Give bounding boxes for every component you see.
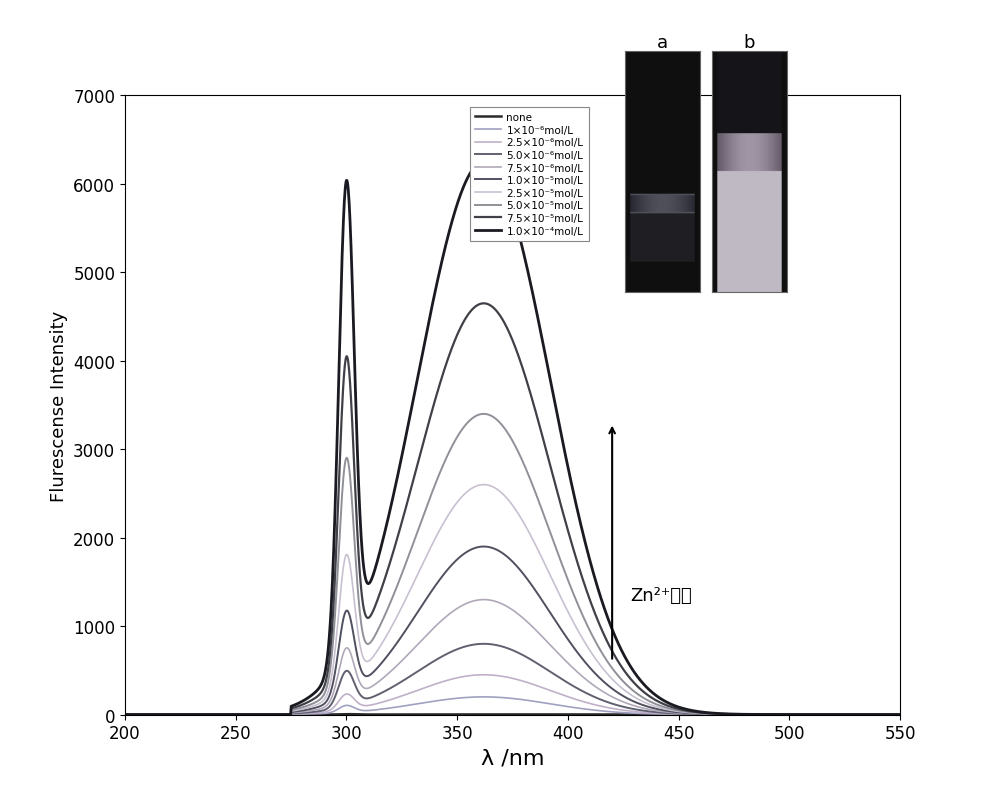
1.0×10⁻⁵mol/L — [550, 618, 562, 627]
Y-axis label: Flurescense Intensity: Flurescense Intensity — [50, 310, 68, 501]
7.5×10⁻⁶mol/L — [119, 710, 131, 719]
Legend: none, 1×10⁻⁶mol/L, 2.5×10⁻⁶mol/L, 5.0×10⁻⁶mol/L, 7.5×10⁻⁶mol/L, 1.0×10⁻⁵mol/L, 2: none, 1×10⁻⁶mol/L, 2.5×10⁻⁶mol/L, 5.0×10… — [470, 108, 589, 242]
none — [979, 710, 991, 719]
1.0×10⁻⁵mol/L — [478, 542, 490, 552]
2.5×10⁻⁵mol/L — [979, 710, 991, 719]
Line: 2.5×10⁻⁶mol/L: 2.5×10⁻⁶mol/L — [125, 675, 1000, 715]
5.0×10⁻⁵mol/L — [119, 710, 131, 719]
2.5×10⁻⁵mol/L — [817, 710, 829, 719]
2.5×10⁻⁵mol/L — [979, 710, 991, 719]
5.0×10⁻⁵mol/L — [527, 481, 539, 491]
1×10⁻⁶mol/L — [478, 692, 490, 702]
Line: 1.0×10⁻⁵mol/L: 1.0×10⁻⁵mol/L — [125, 547, 1000, 715]
none — [817, 710, 829, 719]
1.0×10⁻⁴mol/L — [979, 710, 991, 719]
1.0×10⁻⁵mol/L — [527, 582, 539, 592]
1.0×10⁻⁵mol/L — [164, 710, 176, 719]
2.5×10⁻⁵mol/L — [527, 535, 539, 544]
none — [979, 710, 991, 719]
7.5×10⁻⁵mol/L — [979, 710, 991, 719]
2.5×10⁻⁶mol/L — [119, 710, 131, 719]
5.0×10⁻⁵mol/L — [478, 410, 490, 419]
1×10⁻⁶mol/L — [119, 710, 131, 719]
1.0×10⁻⁴mol/L — [817, 710, 829, 719]
5.0×10⁻⁶mol/L — [550, 671, 562, 680]
2.5×10⁻⁵mol/L — [478, 480, 490, 490]
7.5×10⁻⁵mol/L — [979, 710, 991, 719]
2.5×10⁻⁵mol/L — [550, 583, 562, 593]
7.5×10⁻⁶mol/L — [164, 710, 176, 719]
7.5×10⁻⁵mol/L — [478, 300, 490, 309]
1.0×10⁻⁵mol/L — [119, 710, 131, 719]
2.5×10⁻⁶mol/L — [979, 710, 991, 719]
Line: 7.5×10⁻⁵mol/L: 7.5×10⁻⁵mol/L — [125, 304, 1000, 715]
Line: 5.0×10⁻⁵mol/L: 5.0×10⁻⁵mol/L — [125, 414, 1000, 715]
5.0×10⁻⁵mol/L — [817, 710, 829, 719]
5.0×10⁻⁶mol/L — [119, 710, 131, 719]
1.0×10⁻⁵mol/L — [979, 710, 991, 719]
5.0×10⁻⁶mol/L — [979, 710, 991, 719]
Text: Zn²⁺浓度: Zn²⁺浓度 — [630, 586, 692, 604]
7.5×10⁻⁵mol/L — [164, 710, 176, 719]
1.0×10⁻⁴mol/L — [119, 710, 131, 719]
7.5×10⁻⁶mol/L — [527, 622, 539, 632]
1×10⁻⁶mol/L — [979, 710, 991, 719]
Line: 2.5×10⁻⁵mol/L: 2.5×10⁻⁵mol/L — [125, 485, 1000, 715]
Line: 7.5×10⁻⁶mol/L: 7.5×10⁻⁶mol/L — [125, 600, 1000, 715]
7.5×10⁻⁶mol/L — [550, 646, 562, 656]
5.0×10⁻⁵mol/L — [550, 544, 562, 553]
1.0×10⁻⁴mol/L — [979, 710, 991, 719]
7.5×10⁻⁶mol/L — [478, 595, 490, 605]
none — [550, 710, 562, 719]
7.5×10⁻⁶mol/L — [817, 710, 829, 719]
7.5×10⁻⁵mol/L — [817, 710, 829, 719]
2.5×10⁻⁵mol/L — [164, 710, 176, 719]
7.5×10⁻⁶mol/L — [979, 710, 991, 719]
1.0×10⁻⁴mol/L — [550, 405, 562, 414]
Title: b: b — [744, 34, 755, 52]
5.0×10⁻⁵mol/L — [979, 710, 991, 719]
5.0×10⁻⁶mol/L — [817, 710, 829, 719]
1.0×10⁻⁵mol/L — [979, 710, 991, 719]
1.0×10⁻⁴mol/L — [527, 289, 539, 299]
7.5×10⁻⁵mol/L — [119, 710, 131, 719]
1×10⁻⁶mol/L — [527, 696, 539, 706]
1.0×10⁻⁴mol/L — [164, 710, 176, 719]
1×10⁻⁶mol/L — [164, 710, 176, 719]
X-axis label: λ /nm: λ /nm — [481, 748, 544, 768]
none — [164, 710, 176, 719]
2.5×10⁻⁶mol/L — [527, 679, 539, 689]
1×10⁻⁶mol/L — [550, 700, 562, 710]
5.0×10⁻⁶mol/L — [478, 639, 490, 649]
1.0×10⁻⁴mol/L — [478, 158, 490, 168]
1×10⁻⁶mol/L — [817, 710, 829, 719]
none — [341, 709, 353, 719]
1×10⁻⁶mol/L — [979, 710, 991, 719]
1.0×10⁻⁵mol/L — [817, 710, 829, 719]
2.5×10⁻⁶mol/L — [478, 671, 490, 680]
2.5×10⁻⁶mol/L — [550, 688, 562, 698]
7.5×10⁻⁶mol/L — [979, 710, 991, 719]
2.5×10⁻⁶mol/L — [817, 710, 829, 719]
5.0×10⁻⁵mol/L — [164, 710, 176, 719]
7.5×10⁻⁵mol/L — [527, 397, 539, 406]
5.0×10⁻⁵mol/L — [979, 710, 991, 719]
none — [527, 710, 539, 719]
7.5×10⁻⁵mol/L — [550, 483, 562, 493]
2.5×10⁻⁶mol/L — [979, 710, 991, 719]
5.0×10⁻⁶mol/L — [979, 710, 991, 719]
5.0×10⁻⁶mol/L — [527, 656, 539, 666]
5.0×10⁻⁶mol/L — [164, 710, 176, 719]
Line: 1×10⁻⁶mol/L: 1×10⁻⁶mol/L — [125, 697, 1000, 715]
2.5×10⁻⁵mol/L — [119, 710, 131, 719]
Line: 5.0×10⁻⁶mol/L: 5.0×10⁻⁶mol/L — [125, 644, 1000, 715]
2.5×10⁻⁶mol/L — [164, 710, 176, 719]
Line: 1.0×10⁻⁴mol/L: 1.0×10⁻⁴mol/L — [125, 163, 1000, 715]
none — [119, 710, 131, 719]
Title: a: a — [657, 34, 668, 52]
